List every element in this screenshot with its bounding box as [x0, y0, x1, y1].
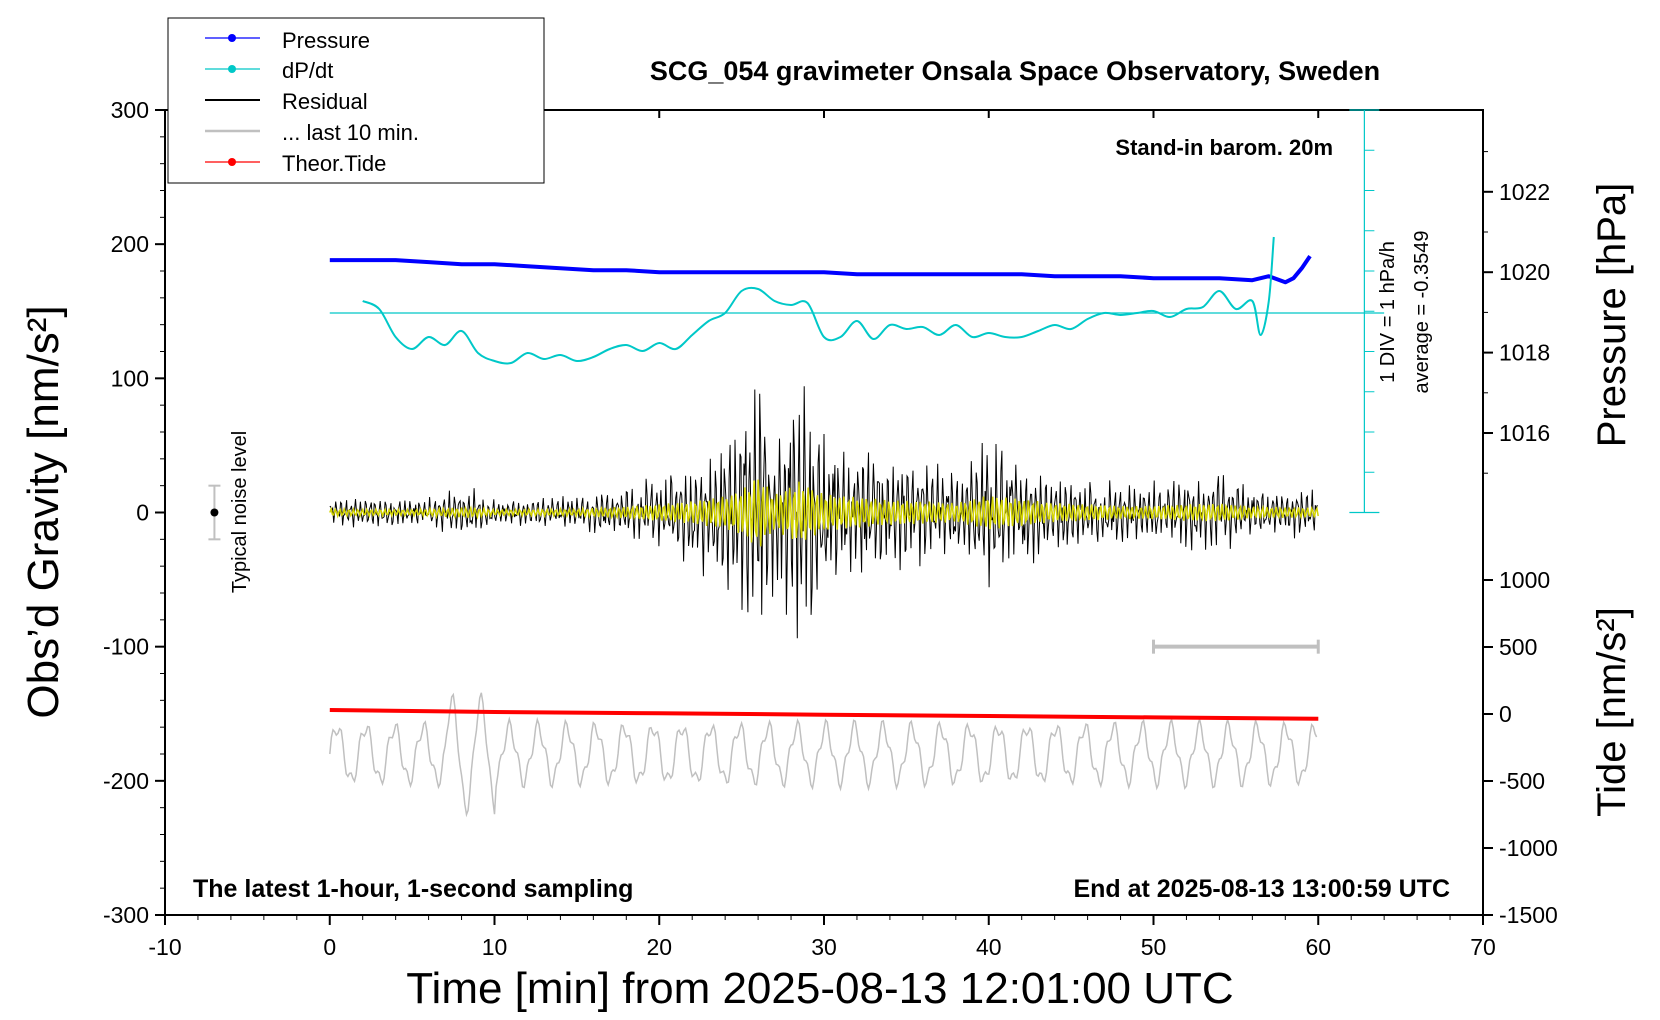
average-label: average = -0.3549 [1411, 231, 1433, 394]
tide-tick-label: -1000 [1499, 835, 1558, 861]
y-tick-label: 300 [111, 97, 149, 123]
div-scale-label: 1 DIV = 1 hPa/h [1377, 241, 1399, 383]
pressure-line [329, 254, 1312, 285]
end-time-label: End at 2025-08-13 13:00:59 UTC [1073, 875, 1450, 903]
noise-dot [210, 508, 219, 517]
y-tick-label: 0 [136, 500, 149, 526]
y-tick-label: -100 [103, 634, 149, 660]
y-axis-title-tide: Tide [nm/s²] [1590, 607, 1634, 817]
x-tick-label: 20 [646, 934, 672, 960]
residual-smooth-line [329, 479, 1319, 547]
x-tick-label: 40 [976, 934, 1002, 960]
stand-in-label: Stand-in barom. 20m [1115, 135, 1333, 160]
y-tick-label: 200 [111, 231, 149, 257]
legend-label-pressure: Pressure [282, 28, 370, 53]
tide-line [329, 708, 1319, 721]
y-tick-label: -200 [103, 768, 149, 794]
tide-tick-label: -500 [1499, 768, 1545, 794]
noise-level-label: Typical noise level [229, 431, 251, 593]
y-tick-label: -300 [103, 902, 149, 928]
pressure-tick-label: 1022 [1499, 179, 1550, 205]
x-tick-label: 0 [323, 934, 336, 960]
y-axis-title-left: Obs’d Gravity [nm/s²] [19, 305, 68, 718]
dpdt-line [362, 236, 1275, 365]
tide-tick-label: 500 [1499, 634, 1537, 660]
legend-label-residual: Residual [282, 89, 368, 114]
last10-line [329, 692, 1318, 818]
legend-entry-dpdt: dP/dt [205, 58, 333, 83]
tide-tick-label: -1500 [1499, 902, 1558, 928]
y-tick-label: 100 [111, 365, 149, 391]
chart-title: SCG_054 gravimeter Onsala Space Observat… [650, 56, 1380, 86]
x-tick-label: 60 [1305, 934, 1331, 960]
legend-marker-dpdt [228, 65, 236, 73]
x-tick-label: 50 [1141, 934, 1167, 960]
x-tick-label: 30 [811, 934, 837, 960]
legend-entry-tide: Theor.Tide [205, 151, 386, 176]
legend-marker-tide [228, 158, 236, 166]
latest-hour-label: The latest 1-hour, 1-second sampling [193, 875, 633, 903]
legend-entry-last10: ... last 10 min. [205, 120, 419, 145]
x-axis-title: Time [min] from 2025-08-13 12:01:00 UTC [406, 964, 1233, 1013]
legend-label-dpdt: dP/dt [282, 58, 333, 83]
pressure-tick-label: 1020 [1499, 259, 1550, 285]
tide-tick-label: 0 [1499, 701, 1512, 727]
pressure-tick-label: 1018 [1499, 340, 1550, 366]
legend-label-tide: Theor.Tide [282, 151, 386, 176]
residual-line [329, 386, 1318, 639]
data-series [208, 109, 1385, 818]
y-axis-title-pressure: Pressure [hPa] [1590, 183, 1634, 448]
pressure-tick-label: 1016 [1499, 420, 1550, 446]
legend-entry-pressure: Pressure [205, 28, 370, 53]
legend: Pressure dP/dt Residual ... last 10 min.… [167, 17, 545, 184]
x-tick-label: 70 [1470, 934, 1496, 960]
x-tick-label: -10 [148, 934, 181, 960]
legend-entry-residual: Residual [205, 89, 368, 114]
legend-label-last10: ... last 10 min. [282, 120, 419, 145]
x-tick-label: 10 [482, 934, 508, 960]
tide-tick-label: 1000 [1499, 567, 1550, 593]
axes-ticks: -10 0 10 20 30 40 50 60 703002001000-100-200-300… [103, 97, 1558, 960]
legend-marker-pressure [228, 34, 236, 42]
